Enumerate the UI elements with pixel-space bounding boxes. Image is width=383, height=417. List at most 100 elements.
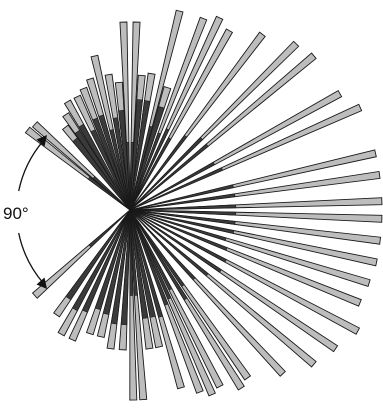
ray-inner-segment — [94, 209, 131, 311]
ray-inner-segment — [92, 117, 131, 211]
ray-7 — [79, 86, 131, 211]
ray-inner-segment — [129, 137, 203, 211]
ray-10 — [104, 73, 131, 211]
ray-2 — [31, 121, 131, 211]
ray-inner-segment — [82, 209, 131, 313]
ray-17 — [129, 86, 172, 211]
ray-44 — [129, 209, 164, 349]
ray-inner-segment — [129, 99, 143, 211]
ray-inner-segment — [129, 209, 235, 234]
ray-inner-segment — [129, 209, 188, 301]
ray-inner-segment — [129, 209, 149, 319]
ray-4 — [62, 112, 131, 211]
ray-38 — [129, 209, 252, 381]
ray-inner-segment — [129, 167, 224, 211]
arrowhead-upper — [36, 135, 47, 147]
ray-inner-segment — [129, 209, 227, 241]
ray-41 — [129, 209, 216, 397]
ray-39 — [129, 209, 245, 391]
ray-inner-segment — [72, 209, 131, 312]
ray-18 — [129, 16, 208, 211]
ray-12 — [119, 21, 131, 211]
ray-37 — [129, 209, 286, 377]
arrowhead-lower — [36, 277, 47, 289]
ray-54 — [53, 209, 131, 318]
angle-arc-lower — [18, 232, 44, 284]
ray-15 — [129, 72, 156, 211]
ray-inner-segment — [129, 209, 169, 306]
ray-inner-segment — [129, 137, 172, 211]
ray-inner-segment — [120, 209, 131, 326]
ray-inner-segment — [129, 132, 162, 211]
ray-33 — [129, 209, 362, 307]
ray-21 — [129, 31, 266, 211]
ray-inner-segment — [129, 209, 222, 273]
ray-inner-segment — [74, 129, 131, 211]
ray-inner-segment — [129, 209, 172, 300]
ray-35 — [129, 209, 339, 353]
ray-47 — [129, 209, 138, 401]
ray-inner-segment — [126, 142, 131, 211]
ray-inner-segment — [129, 100, 151, 211]
ray-23 — [129, 52, 317, 211]
ray-9 — [90, 54, 131, 211]
ray-45 — [129, 209, 154, 350]
ray-25 — [129, 103, 363, 211]
ray-inner-segment — [129, 209, 185, 287]
ray-inner-segment — [78, 123, 131, 211]
ray-inner-segment — [129, 128, 170, 211]
ray-6 — [73, 94, 131, 211]
ray-inner-segment — [129, 184, 234, 211]
ray-27 — [129, 170, 381, 211]
ray-inner-segment — [129, 204, 237, 211]
ray-42 — [129, 209, 204, 394]
ray-inner-segment — [129, 209, 196, 281]
ray-inner-segment — [129, 143, 209, 211]
ray-28 — [129, 197, 383, 211]
ray-inner-segment — [110, 209, 131, 325]
ray-inner-segment — [129, 209, 237, 216]
ray-24 — [129, 89, 343, 211]
ray-inner-segment — [129, 161, 216, 211]
ray-inner-segment — [92, 176, 131, 211]
ray-26 — [129, 149, 377, 211]
ray-inner-segment — [129, 209, 236, 225]
ray-48 — [118, 209, 131, 351]
ray-inner-segment — [129, 209, 156, 318]
ray-inner-segment — [129, 105, 165, 211]
ray-inner-segment — [90, 129, 131, 211]
ray-19 — [129, 15, 224, 211]
ray-40 — [129, 209, 224, 389]
ray-31 — [129, 209, 378, 267]
ray-46 — [129, 209, 148, 401]
angle-arc-upper — [18, 140, 44, 192]
ray-14 — [129, 74, 146, 211]
ray-29 — [129, 209, 383, 223]
ray-inner-segment — [129, 193, 236, 211]
ray-inner-segment — [65, 209, 131, 301]
ray-22 — [129, 40, 300, 211]
angle-label: 90° — [3, 204, 29, 223]
ray-49 — [106, 209, 131, 350]
ray-8 — [86, 77, 131, 211]
ray-inner-segment — [129, 209, 209, 277]
ray-32 — [129, 209, 371, 288]
ray-inner-segment — [129, 209, 173, 291]
ray-inner-segment — [129, 209, 227, 263]
ray-inner-segment — [98, 114, 131, 211]
ray-inner-segment — [102, 209, 131, 315]
ray-36 — [129, 209, 317, 368]
ray-53 — [57, 209, 131, 337]
ray-inner-segment — [129, 209, 163, 318]
ray-50 — [96, 209, 131, 338]
ray-30 — [129, 209, 382, 245]
rays-group — [24, 9, 383, 401]
ray-inner-segment — [88, 209, 131, 248]
ray-inner-segment — [129, 209, 138, 296]
ray-34 — [129, 209, 361, 335]
ray-inner-segment — [129, 134, 188, 211]
ray-20 — [129, 28, 234, 211]
ray-inner-segment — [112, 117, 131, 211]
ray-55 — [31, 209, 131, 299]
